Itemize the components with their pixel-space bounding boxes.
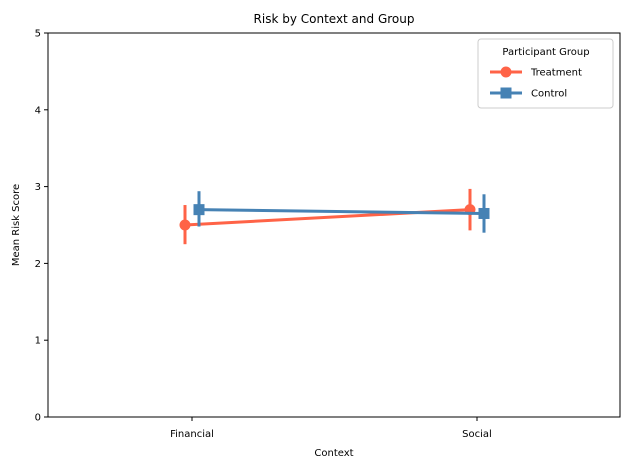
legend-title: Participant Group <box>502 47 589 58</box>
legend-treatment-marker <box>500 66 512 78</box>
legend-treatment-label: Treatment <box>530 68 582 79</box>
control-series-line <box>198 208 485 215</box>
legend-control-marker <box>500 87 512 99</box>
chart-title: Risk by Context and Group <box>254 12 415 26</box>
treatment-point <box>179 219 191 231</box>
plot-frame <box>47 32 621 418</box>
y-tick-label: 4 <box>35 105 41 116</box>
x-tick-label: Financial <box>170 429 214 440</box>
x-axis-label: Context <box>314 448 353 459</box>
x-tick-label: Social <box>462 429 492 440</box>
y-tick-label: 0 <box>35 413 41 424</box>
legend-control-label: Control <box>531 89 567 100</box>
legend: Participant Group Treatment Control <box>477 38 614 109</box>
control-point <box>193 204 205 216</box>
y-tick-label: 5 <box>35 29 41 40</box>
legend-box <box>477 38 614 109</box>
y-axis-label: Mean Risk Score <box>11 184 22 266</box>
control-point <box>478 207 490 219</box>
y-tick-label: 1 <box>35 336 41 347</box>
y-tick-label: 3 <box>35 182 41 193</box>
y-tick-label: 2 <box>35 259 41 270</box>
